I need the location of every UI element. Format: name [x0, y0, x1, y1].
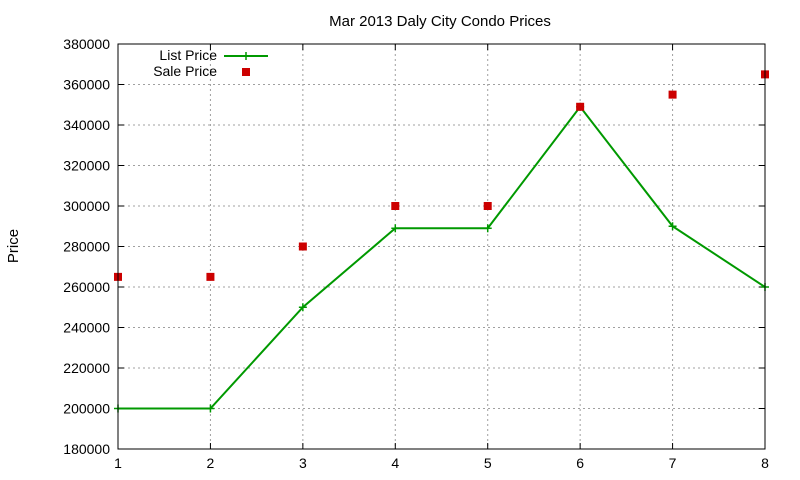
- legend: List Price Sale Price: [153, 47, 268, 79]
- axis-ticks: 180000 200000 220000 240000 260000 280000 3000…: [63, 36, 769, 471]
- list-price-point: [668, 222, 677, 231]
- y-tick-label: 180000: [63, 441, 110, 457]
- y-tick-label: 300000: [63, 198, 110, 214]
- list-price-point: [391, 224, 400, 233]
- series-list-price: [114, 102, 769, 413]
- grid-lines: [118, 44, 765, 449]
- legend-sample-sale-price: [242, 68, 250, 76]
- y-tick-label: 320000: [63, 158, 110, 174]
- y-tick-label: 360000: [63, 77, 110, 93]
- legend-marker-list-price: [242, 52, 250, 60]
- sale-price-point: [391, 202, 400, 210]
- sale-price-point: [483, 202, 492, 210]
- x-tick-label: 2: [207, 455, 215, 471]
- sale-price-point: [206, 272, 215, 281]
- legend-marker-sale-price: [242, 68, 250, 76]
- sale-price-point: [576, 102, 585, 111]
- list-price-line: [118, 105, 766, 410]
- x-tick-label: 8: [761, 455, 769, 471]
- list-price-point: [298, 303, 307, 312]
- x-tick-label: 3: [299, 455, 307, 471]
- y-tick-label: 240000: [63, 320, 110, 336]
- plot-frame: [117, 43, 766, 450]
- sale-price-point: [668, 90, 677, 99]
- y-tick-label: 380000: [63, 36, 110, 52]
- sale-price-point: [298, 242, 307, 251]
- y-tick-label: 220000: [63, 360, 110, 376]
- y-axis-label: Price: [5, 229, 22, 263]
- y-tick-label: 340000: [63, 117, 110, 133]
- y-tick-label: 260000: [63, 279, 110, 295]
- y-tick-label: 200000: [63, 401, 110, 417]
- y-tick-label: 280000: [63, 239, 110, 255]
- legend-sample-list-price: [224, 52, 268, 60]
- chart-title: Mar 2013 Daly City Condo Prices: [329, 13, 551, 30]
- x-tick-label: 7: [669, 455, 677, 471]
- x-tick-label: 1: [114, 455, 122, 471]
- series-sale-price: [114, 70, 769, 281]
- x-tick-label: 5: [484, 455, 492, 471]
- legend-label-list-price: List Price: [159, 47, 217, 63]
- list-price-point: [483, 224, 492, 233]
- list-price-point: [206, 404, 215, 413]
- data-series: [114, 70, 769, 413]
- x-tick-label: 6: [576, 455, 584, 471]
- legend-label-sale-price: Sale Price: [153, 63, 217, 79]
- x-tick-label: 4: [391, 455, 399, 471]
